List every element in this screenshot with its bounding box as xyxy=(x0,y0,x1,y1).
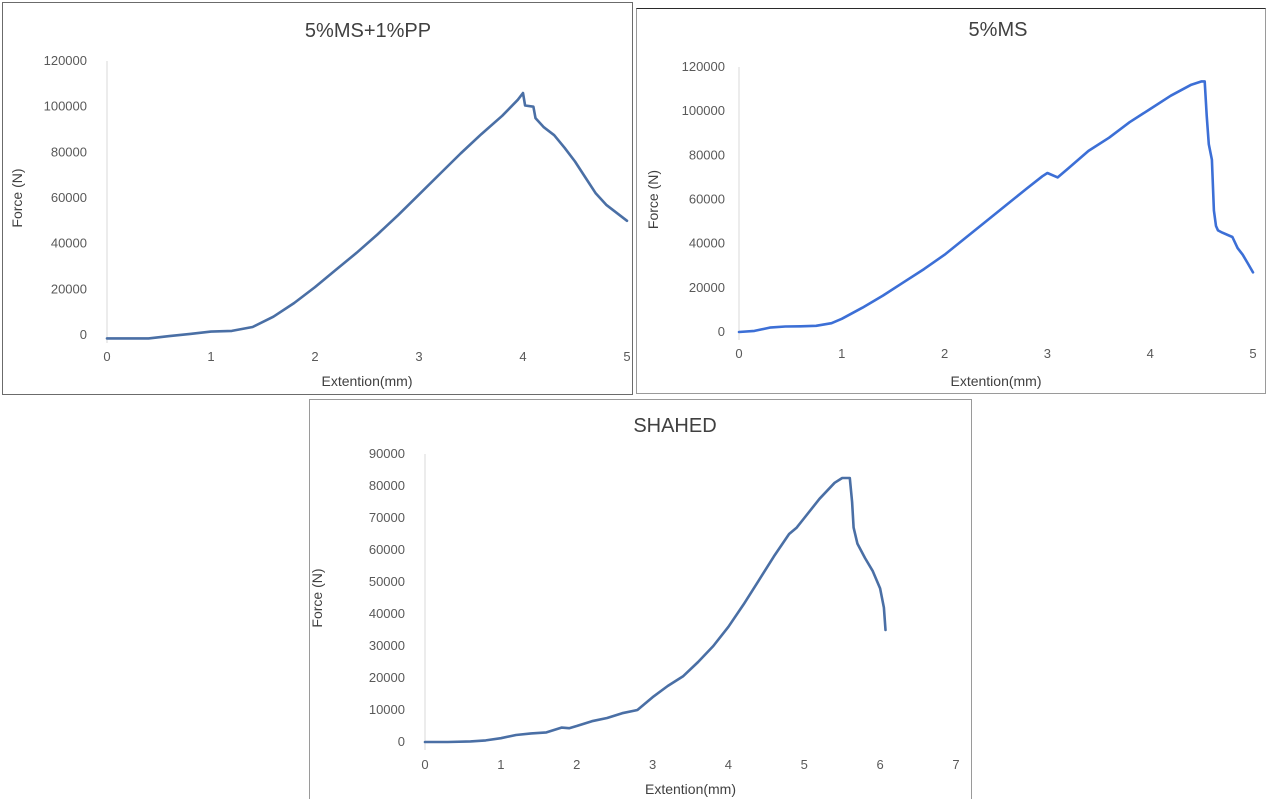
x-tick-label: 3 xyxy=(649,757,656,772)
x-tick-label: 0 xyxy=(735,346,742,361)
x-tick-label: 5 xyxy=(623,349,630,364)
x-tick-label: 1 xyxy=(207,349,214,364)
x-tick-label: 3 xyxy=(415,349,422,364)
y-tick-label: 80000 xyxy=(369,478,405,493)
x-tick-label: 0 xyxy=(421,757,428,772)
chart-title: 5%MS+1%PP xyxy=(305,20,431,42)
x-axis-label: Extention(mm) xyxy=(321,373,412,389)
y-tick-label: 40000 xyxy=(51,236,87,251)
y-tick-label: 0 xyxy=(718,324,725,339)
y-tick-label: 0 xyxy=(398,734,405,749)
y-tick-label: 60000 xyxy=(51,190,87,205)
y-tick-label: 60000 xyxy=(369,542,405,557)
y-axis-label: Force (N) xyxy=(9,168,25,227)
chart-panel-5ms-1pp: 5%MS+1%PP 0 20000 40000 60000 80000 100000 1200… xyxy=(2,2,633,395)
x-axis-label: Extention(mm) xyxy=(645,781,736,797)
chart-5ms-1pp: 5%MS+1%PP 0 20000 40000 60000 80000 100000 1200… xyxy=(9,20,631,389)
y-tick-label: 100000 xyxy=(44,99,87,114)
x-tick-label: 2 xyxy=(941,346,948,361)
chart-title: 5%MS xyxy=(969,19,1028,41)
chart-title: SHAHED xyxy=(633,415,716,437)
series-line xyxy=(737,80,1255,334)
y-tick-label: 100000 xyxy=(682,103,725,118)
chart-shahed: SHAHED 0 10000 20000 30000 40000 50000 60000 700… xyxy=(310,415,960,797)
x-tick-label: 2 xyxy=(573,757,580,772)
y-tick-label: 10000 xyxy=(369,702,405,717)
y-tick-label: 90000 xyxy=(369,446,405,461)
y-tick-label: 0 xyxy=(80,327,87,342)
x-tick-label: 7 xyxy=(952,757,959,772)
y-tick-label: 120000 xyxy=(44,53,87,68)
x-tick-label: 5 xyxy=(1249,346,1256,361)
series-line xyxy=(105,91,629,340)
y-axis-label: Force (N) xyxy=(645,170,661,229)
chart-panel-5ms: 5%MS 0 20000 40000 60000 80000 100000 120000 0 1 2… xyxy=(636,8,1266,394)
y-tick-label: 20000 xyxy=(51,281,87,296)
x-tick-label: 0 xyxy=(103,349,110,364)
x-tick-label: 2 xyxy=(311,349,318,364)
x-axis-label: Extention(mm) xyxy=(950,373,1041,389)
y-tick-label: 20000 xyxy=(689,280,725,295)
x-tick-label: 4 xyxy=(519,349,526,364)
y-tick-label: 80000 xyxy=(689,147,725,162)
x-tick-label: 3 xyxy=(1044,346,1051,361)
x-tick-label: 6 xyxy=(877,757,884,772)
x-tick-label: 5 xyxy=(801,757,808,772)
y-tick-label: 50000 xyxy=(369,574,405,589)
y-tick-label: 40000 xyxy=(689,236,725,251)
y-tick-label: 120000 xyxy=(682,59,725,74)
y-tick-label: 80000 xyxy=(51,144,87,159)
y-tick-label: 70000 xyxy=(369,510,405,525)
y-axis-label: Force (N) xyxy=(310,568,325,627)
chart-5ms: 5%MS 0 20000 40000 60000 80000 100000 120000 0 1 2… xyxy=(645,19,1257,389)
y-tick-label: 30000 xyxy=(369,638,405,653)
x-tick-label: 4 xyxy=(1147,346,1154,361)
chart-panel-shahed: SHAHED 0 10000 20000 30000 40000 50000 60000 700… xyxy=(309,399,972,799)
series-line xyxy=(423,476,887,744)
y-tick-label: 20000 xyxy=(369,670,405,685)
x-tick-label: 4 xyxy=(725,757,732,772)
y-tick-label: 60000 xyxy=(689,192,725,207)
x-tick-label: 1 xyxy=(838,346,845,361)
x-tick-label: 1 xyxy=(497,757,504,772)
y-tick-label: 40000 xyxy=(369,606,405,621)
